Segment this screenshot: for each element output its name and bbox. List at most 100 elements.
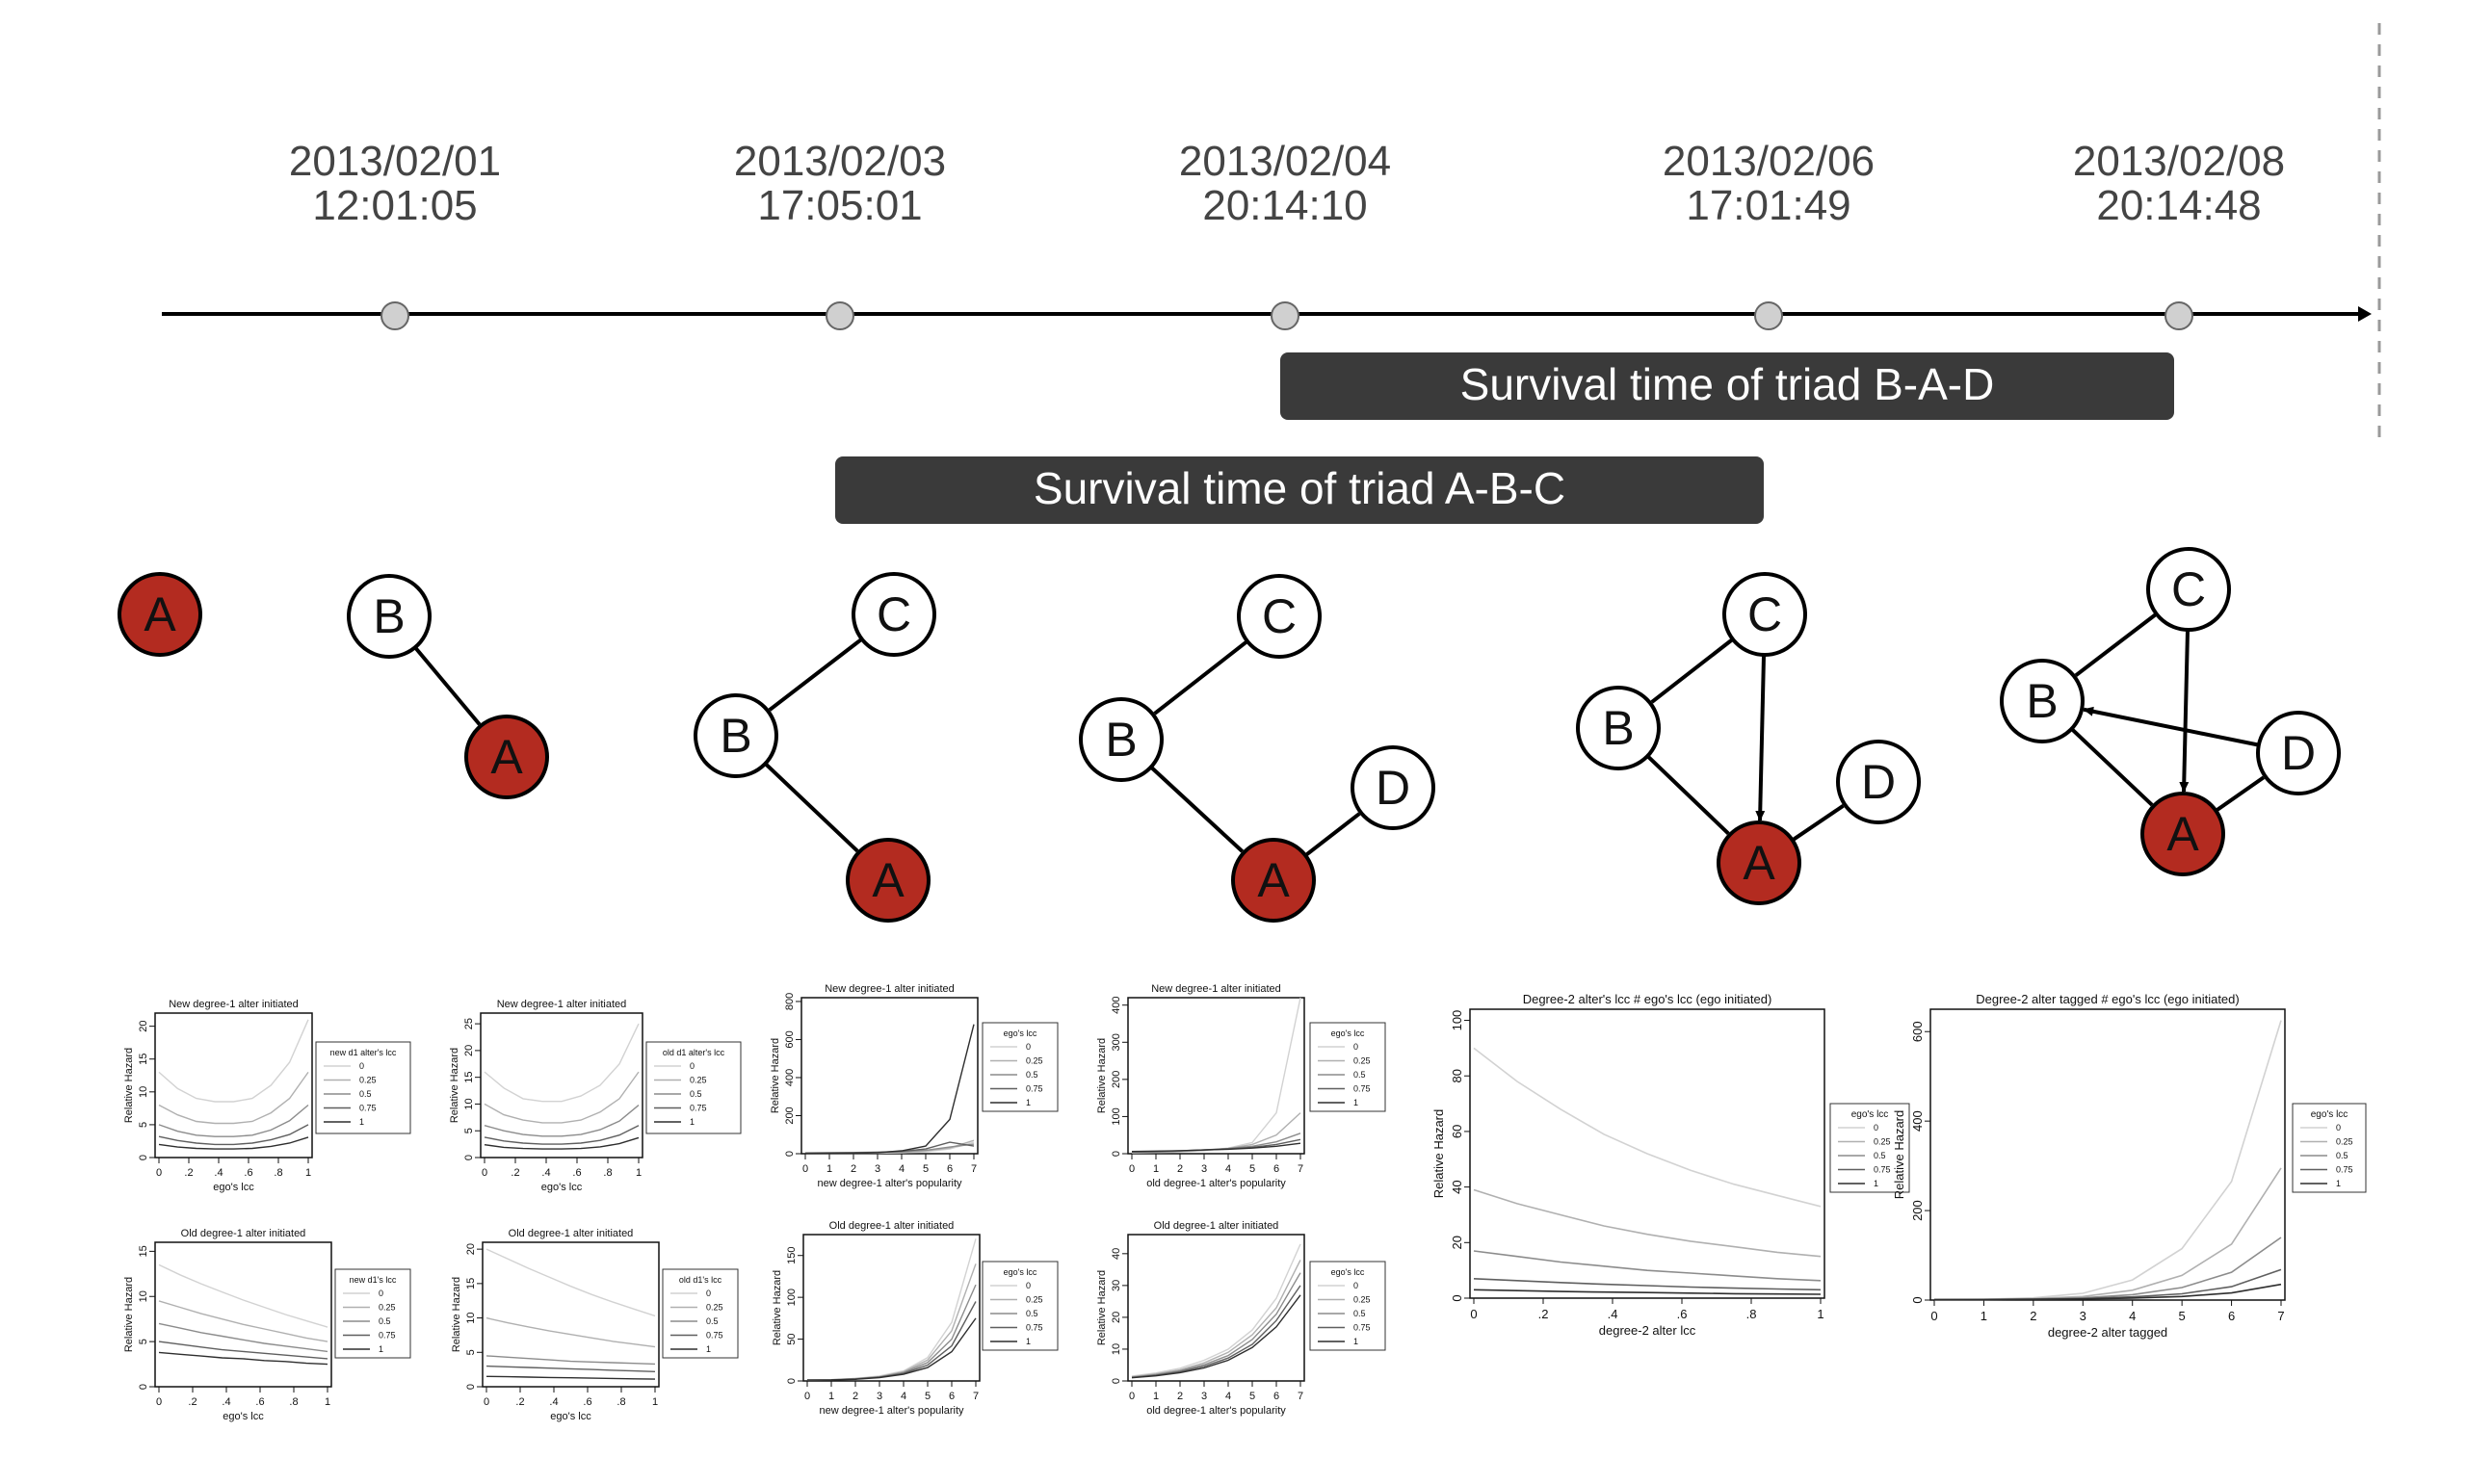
legend-entry: 0.25	[1026, 1056, 1043, 1066]
legend-entry: 0.75	[379, 1331, 396, 1341]
node-label: B	[1602, 701, 1634, 755]
x-tick-label: .6	[255, 1396, 264, 1408]
node-label: A	[1743, 836, 1775, 890]
y-tick-label: 15	[138, 1054, 149, 1065]
x-tick-label: .2	[1538, 1307, 1549, 1321]
x-tick-label: 1	[826, 1163, 832, 1175]
series-line	[485, 1248, 656, 1317]
node-a: A	[2140, 792, 2225, 876]
legend-entry: 0.75	[2336, 1165, 2353, 1175]
x-axis-label: ego's lcc	[213, 1182, 254, 1193]
legend-title: ego's lcc	[1331, 1028, 1365, 1038]
x-tick-label: 4	[1225, 1391, 1231, 1402]
node-b: B	[2000, 659, 2085, 743]
y-tick-label: 400	[1111, 997, 1122, 1014]
legend-box	[982, 1261, 1059, 1351]
chart-title: New degree-1 alter initiated	[497, 999, 627, 1010]
legend-entry: 1	[359, 1117, 364, 1127]
node-label: C	[1747, 587, 1782, 641]
node-label: C	[1262, 589, 1297, 643]
legend-entry: 1	[2336, 1179, 2341, 1188]
x-tick-label: 3	[1201, 1163, 1207, 1175]
x-tick-label: 5	[1249, 1391, 1255, 1402]
x-tick-label: 1	[1817, 1307, 1823, 1321]
x-tick-label: 0	[156, 1396, 162, 1408]
plot-frame	[802, 1234, 981, 1382]
survival-bar-label: Survival time of triad A-B-C	[1034, 463, 1565, 513]
node-label: B	[720, 709, 751, 763]
node-circle	[2140, 792, 2225, 876]
network-snapshot: BA	[347, 574, 549, 799]
y-axis-label: Relative Hazard	[449, 1048, 460, 1123]
event-date: 2013/02/08	[2073, 138, 2285, 185]
y-tick-label: 200	[784, 1106, 796, 1124]
y-tick-label: 200	[1111, 1071, 1122, 1088]
node-d: D	[1836, 740, 1921, 824]
series-line	[485, 1355, 656, 1366]
series-line	[485, 1365, 656, 1372]
chart: Old degree-1 alter initiated051015200.2.…	[451, 1228, 739, 1422]
node-circle	[1351, 745, 1435, 830]
y-tick-label: 60	[1450, 1125, 1464, 1138]
legend-entry: 0.5	[1353, 1070, 1366, 1080]
node-label: B	[2026, 674, 2058, 728]
series-line	[158, 1351, 328, 1366]
chart: New degree-1 alter initiated010020030040…	[1096, 983, 1386, 1189]
chart: Degree-2 alter tagged # ego's lcc (ego i…	[1892, 992, 2367, 1340]
edge	[2215, 775, 2266, 813]
chart-legend: ego's lcc 0 0.25 0.5 0.75 1	[982, 1022, 1059, 1112]
node-label: B	[373, 589, 405, 643]
plot-frame	[482, 1241, 660, 1388]
y-tick-label: 0	[138, 1384, 149, 1390]
directed-edge	[2179, 629, 2191, 794]
y-tick-label: 20	[1111, 1312, 1122, 1323]
legend-entry: 0.5	[359, 1089, 372, 1099]
event-time: 17:05:01	[757, 182, 922, 229]
chart-legend: ego's lcc 0 0.25 0.5 0.75 1	[1829, 1103, 1910, 1193]
y-tick-label: 0	[1111, 1378, 1122, 1384]
x-tick-label: 7	[1298, 1391, 1303, 1402]
chart-title: Degree-2 alter's lcc # ego's lcc (ego in…	[1523, 992, 1772, 1006]
edge	[2070, 727, 2154, 807]
node-circle	[2146, 547, 2231, 632]
x-tick-label: 3	[2080, 1309, 2086, 1323]
network-snapshot: C B A	[694, 572, 936, 923]
x-tick-label: 0	[1129, 1163, 1135, 1175]
chart-title: New degree-1 alter initiated	[825, 983, 955, 995]
node-circle	[1717, 820, 1801, 905]
node-label: C	[2171, 562, 2206, 616]
chart-legend: new d1's lcc 0 0.25 0.5 0.75 1	[334, 1268, 411, 1359]
series-line	[158, 1124, 309, 1146]
x-tick-label: 5	[923, 1163, 929, 1175]
x-tick-label: 0	[156, 1167, 162, 1179]
x-tick-label: 3	[1201, 1391, 1207, 1402]
x-axis-label: ego's lcc	[541, 1182, 583, 1193]
node-circle	[1576, 686, 1661, 770]
x-tick-label: 1	[1153, 1163, 1159, 1175]
legend-title: new d1's lcc	[350, 1275, 397, 1285]
x-tick-label: 0	[804, 1391, 810, 1402]
x-axis-label: ego's lcc	[223, 1411, 264, 1422]
x-tick-label: 1	[325, 1396, 330, 1408]
y-tick-label: 10	[463, 1098, 475, 1109]
chart-legend: new d1 alter's lcc 0 0.25 0.5 0.75 1	[315, 1041, 411, 1134]
y-tick-label: 10	[138, 1290, 149, 1302]
y-tick-label: 10	[1111, 1343, 1122, 1355]
legend-entry: 0.5	[379, 1316, 391, 1326]
node-circle	[1836, 740, 1921, 824]
y-axis-label: Relative Hazard	[451, 1277, 462, 1352]
series-line	[158, 1322, 328, 1353]
node-circle	[2000, 659, 2085, 743]
x-tick-label: 4	[2129, 1309, 2136, 1323]
legend-entry: 0.75	[1353, 1084, 1371, 1094]
y-tick-label: 5	[463, 1128, 475, 1133]
node-c: C	[1237, 574, 1322, 659]
x-axis-label: ego's lcc	[550, 1411, 591, 1422]
legend-box	[662, 1268, 739, 1359]
y-tick-label: 10	[465, 1312, 477, 1323]
y-tick-label: 0	[1450, 1294, 1464, 1301]
node-c: C	[852, 572, 936, 657]
x-tick-label: 6	[949, 1391, 955, 1402]
